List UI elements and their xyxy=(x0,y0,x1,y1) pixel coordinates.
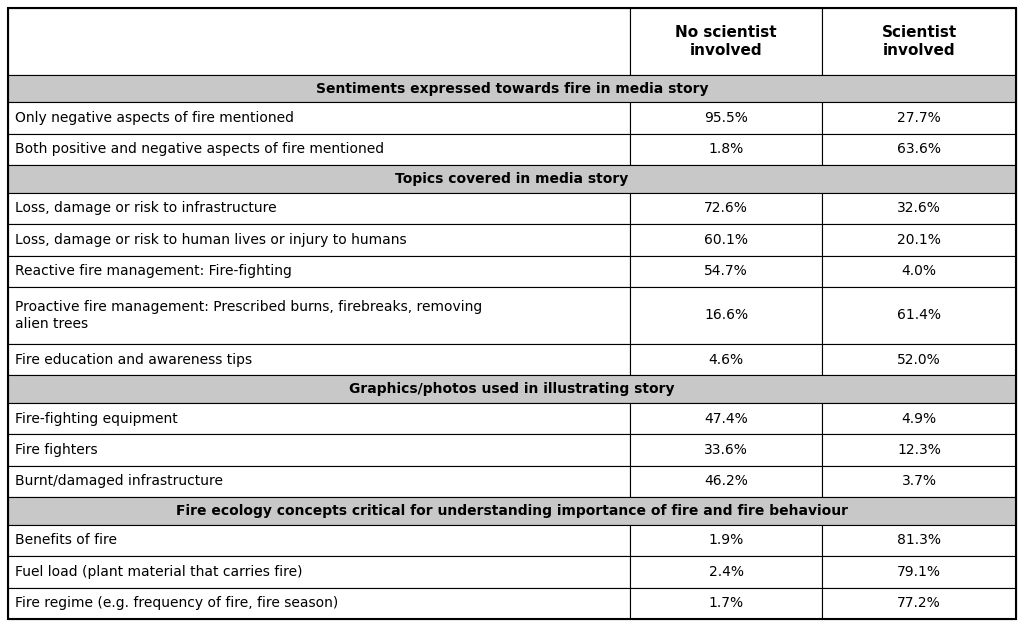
Text: 79.1%: 79.1% xyxy=(897,565,941,579)
Bar xyxy=(822,102,1016,134)
Text: Fire fighters: Fire fighters xyxy=(15,443,97,457)
Text: 47.4%: 47.4% xyxy=(705,411,749,426)
Bar xyxy=(8,403,630,435)
Text: 27.7%: 27.7% xyxy=(897,111,941,125)
Text: 1.9%: 1.9% xyxy=(709,534,743,547)
Bar xyxy=(630,587,822,619)
Bar xyxy=(8,134,630,165)
Text: 61.4%: 61.4% xyxy=(897,308,941,322)
Text: Loss, damage or risk to infrastructure: Loss, damage or risk to infrastructure xyxy=(15,201,276,216)
Bar xyxy=(822,556,1016,587)
Bar xyxy=(8,102,630,134)
Text: 52.0%: 52.0% xyxy=(897,352,941,367)
Bar xyxy=(630,224,822,256)
Text: 63.6%: 63.6% xyxy=(897,142,941,157)
Text: Topics covered in media story: Topics covered in media story xyxy=(395,172,629,186)
Text: Loss, damage or risk to human lives or injury to humans: Loss, damage or risk to human lives or i… xyxy=(15,233,407,247)
Bar xyxy=(630,102,822,134)
Bar xyxy=(630,435,822,466)
Text: 20.1%: 20.1% xyxy=(897,233,941,247)
Text: Both positive and negative aspects of fire mentioned: Both positive and negative aspects of fi… xyxy=(15,142,384,157)
Text: Fire regime (e.g. frequency of fire, fire season): Fire regime (e.g. frequency of fire, fir… xyxy=(15,596,338,610)
Text: 72.6%: 72.6% xyxy=(705,201,749,216)
Bar xyxy=(822,525,1016,556)
Bar xyxy=(630,8,822,75)
Bar xyxy=(8,556,630,587)
Bar xyxy=(630,287,822,344)
Text: Reactive fire management: Fire-fighting: Reactive fire management: Fire-fighting xyxy=(15,264,292,278)
Bar xyxy=(822,344,1016,376)
Text: Fire-fighting equipment: Fire-fighting equipment xyxy=(15,411,178,426)
Text: 54.7%: 54.7% xyxy=(705,264,749,278)
Bar xyxy=(630,525,822,556)
Bar xyxy=(8,497,1016,525)
Bar xyxy=(822,403,1016,435)
Text: 33.6%: 33.6% xyxy=(705,443,749,457)
Bar xyxy=(8,256,630,287)
Bar xyxy=(8,224,630,256)
Bar xyxy=(8,435,630,466)
Text: Only negative aspects of fire mentioned: Only negative aspects of fire mentioned xyxy=(15,111,294,125)
Bar xyxy=(8,165,1016,192)
Text: 77.2%: 77.2% xyxy=(897,596,941,610)
Text: Graphics/photos used in illustrating story: Graphics/photos used in illustrating sto… xyxy=(349,382,675,396)
Text: Scientist
involved: Scientist involved xyxy=(882,25,956,58)
Bar xyxy=(8,75,1016,102)
Text: Proactive fire management: Prescribed burns, firebreaks, removing
alien trees: Proactive fire management: Prescribed bu… xyxy=(15,300,482,330)
Bar xyxy=(8,587,630,619)
Bar xyxy=(8,466,630,497)
Text: 3.7%: 3.7% xyxy=(902,475,937,488)
Text: 4.6%: 4.6% xyxy=(709,352,743,367)
Bar xyxy=(8,376,1016,403)
Bar xyxy=(822,466,1016,497)
Text: 81.3%: 81.3% xyxy=(897,534,941,547)
Bar xyxy=(822,287,1016,344)
Text: 1.7%: 1.7% xyxy=(709,596,743,610)
Bar xyxy=(822,8,1016,75)
Text: 4.0%: 4.0% xyxy=(902,264,937,278)
Text: Burnt/damaged infrastructure: Burnt/damaged infrastructure xyxy=(15,475,223,488)
Bar xyxy=(630,344,822,376)
Text: 1.8%: 1.8% xyxy=(709,142,743,157)
Text: Fuel load (plant material that carries fire): Fuel load (plant material that carries f… xyxy=(15,565,302,579)
Text: 46.2%: 46.2% xyxy=(705,475,749,488)
Text: 4.9%: 4.9% xyxy=(902,411,937,426)
Bar xyxy=(8,525,630,556)
Text: 95.5%: 95.5% xyxy=(705,111,749,125)
Text: 16.6%: 16.6% xyxy=(705,308,749,322)
Text: Sentiments expressed towards fire in media story: Sentiments expressed towards fire in med… xyxy=(315,82,709,95)
Bar xyxy=(630,192,822,224)
Bar xyxy=(630,134,822,165)
Bar xyxy=(8,192,630,224)
Bar xyxy=(8,8,630,75)
Bar xyxy=(822,192,1016,224)
Bar xyxy=(822,435,1016,466)
Bar xyxy=(8,344,630,376)
Text: No scientist
involved: No scientist involved xyxy=(676,25,777,58)
Text: Benefits of fire: Benefits of fire xyxy=(15,534,117,547)
Bar xyxy=(822,256,1016,287)
Bar xyxy=(822,587,1016,619)
Text: Fire education and awareness tips: Fire education and awareness tips xyxy=(15,352,252,367)
Bar xyxy=(630,403,822,435)
Bar xyxy=(630,256,822,287)
Text: 60.1%: 60.1% xyxy=(705,233,749,247)
Bar xyxy=(630,466,822,497)
Text: 2.4%: 2.4% xyxy=(709,565,743,579)
Bar xyxy=(8,287,630,344)
Text: 12.3%: 12.3% xyxy=(897,443,941,457)
Bar xyxy=(822,224,1016,256)
Bar xyxy=(822,134,1016,165)
Text: 32.6%: 32.6% xyxy=(897,201,941,216)
Bar xyxy=(630,556,822,587)
Text: Fire ecology concepts critical for understanding importance of fire and fire beh: Fire ecology concepts critical for under… xyxy=(176,504,848,518)
